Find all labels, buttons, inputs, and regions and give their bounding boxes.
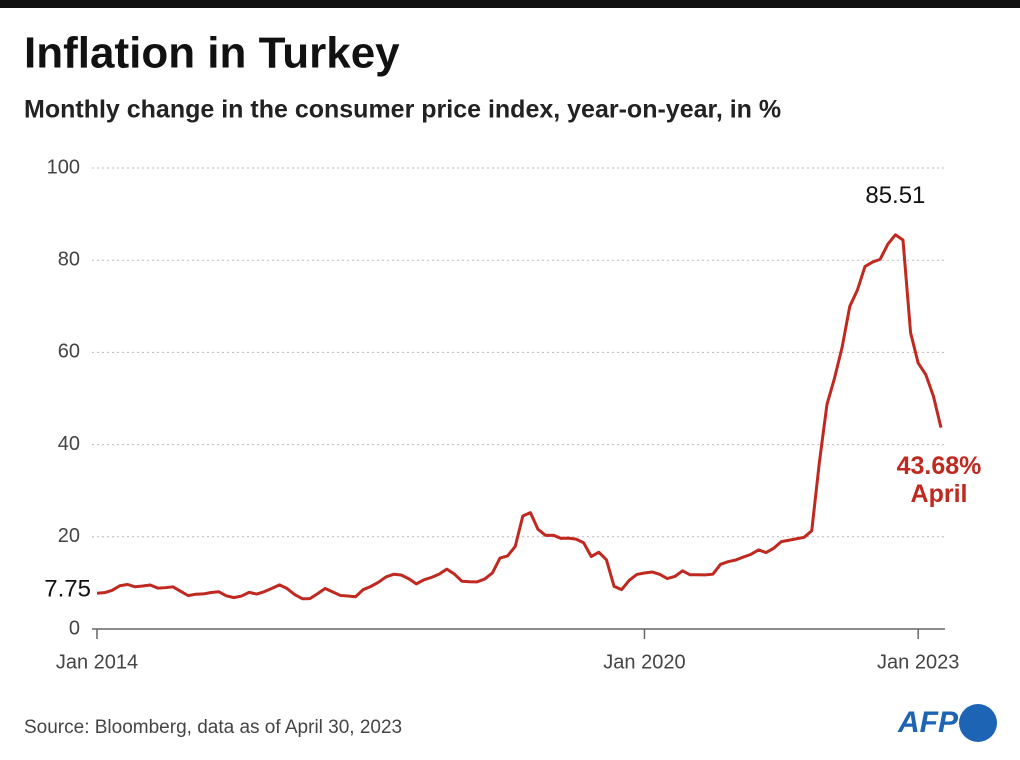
y-tick-label: 20: [58, 525, 80, 547]
logo: AFP: [897, 706, 959, 739]
y-tick-label: 0: [69, 617, 80, 639]
y-tick-label: 80: [58, 248, 80, 270]
chart-subtitle: Monthly change in the consumer price ind…: [24, 96, 781, 124]
annotation: April: [911, 480, 968, 508]
source: Source: Bloomberg, data as of April 30, …: [24, 717, 402, 738]
top-bar: [0, 0, 1020, 8]
x-tick-label: Jan 2014: [56, 651, 138, 673]
y-tick-label: 100: [47, 156, 80, 178]
logo-circle: [959, 704, 997, 742]
x-tick-label: Jan 2023: [877, 651, 959, 673]
data-line: [96, 233, 943, 601]
y-tick-label: 60: [58, 341, 80, 363]
y-tick-label: 40: [58, 433, 80, 455]
annotation: 43.68%: [897, 452, 982, 480]
annotation: 7.75: [44, 576, 91, 603]
chart-title: Inflation in Turkey: [24, 29, 400, 78]
annotation: 85.51: [865, 182, 925, 209]
x-tick-label: Jan 2020: [603, 651, 685, 673]
